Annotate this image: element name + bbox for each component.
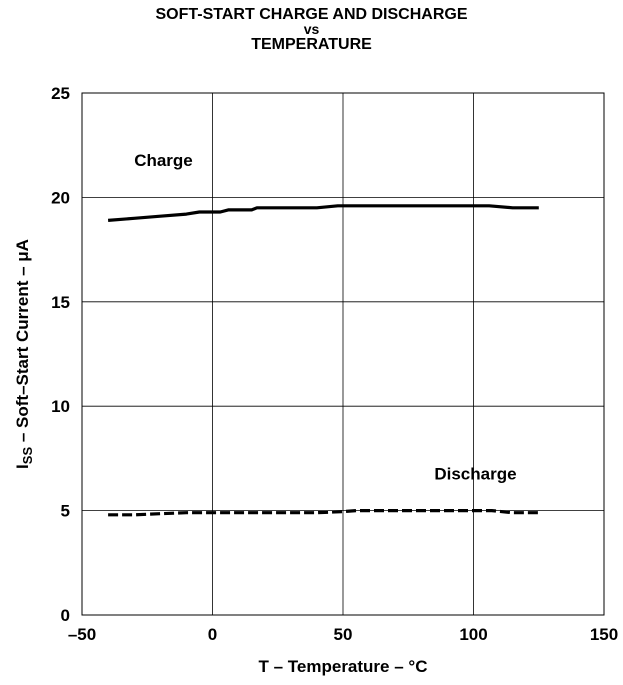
y-axis-label-rest: – Soft–Start Current – μA [13,239,32,447]
chart-title-line-2: vs [303,21,320,37]
annotations: Charge Discharge [134,151,516,483]
annotation-charge: Charge [134,151,193,170]
x-axis-label: T – Temperature – °C [259,657,428,676]
chart-title-line-1: SOFT-START CHARGE AND DISCHARGE [155,6,468,23]
x-tick-label: 150 [590,625,618,644]
grid-lines [81,92,605,616]
y-tick-label: 20 [51,188,70,207]
y-tick-label: 25 [51,84,70,103]
y-axis-label-subscript: SS [20,447,35,465]
x-tick-label: 100 [459,625,487,644]
y-tick-label: 10 [51,397,70,416]
series-line-discharge [108,509,539,517]
series-group [107,204,539,517]
series-line-charge [107,204,539,222]
y-axis-label: ISS – Soft–Start Current – μA [13,239,35,469]
x-tick-label: 0 [208,625,217,644]
plot-frame [81,92,605,616]
y-tick-label: 5 [61,502,70,521]
y-tick-label: 15 [51,293,70,312]
chart-title-line-3: TEMPERATURE [251,36,372,53]
x-tick-label: 50 [334,625,353,644]
x-tick-label: –50 [68,625,96,644]
y-tick-label: 0 [61,606,70,625]
annotation-discharge: Discharge [434,464,516,483]
y-axis-label-prefix: I [13,464,32,469]
